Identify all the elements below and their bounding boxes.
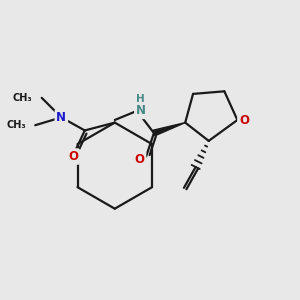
- Text: N: N: [136, 104, 146, 117]
- Text: O: O: [239, 113, 249, 127]
- Text: N: N: [56, 111, 66, 124]
- Text: O: O: [68, 150, 78, 163]
- Text: CH₃: CH₃: [13, 93, 33, 103]
- Text: CH₃: CH₃: [7, 120, 26, 130]
- Text: H: H: [136, 94, 145, 104]
- Polygon shape: [153, 123, 185, 136]
- Text: O: O: [135, 153, 145, 166]
